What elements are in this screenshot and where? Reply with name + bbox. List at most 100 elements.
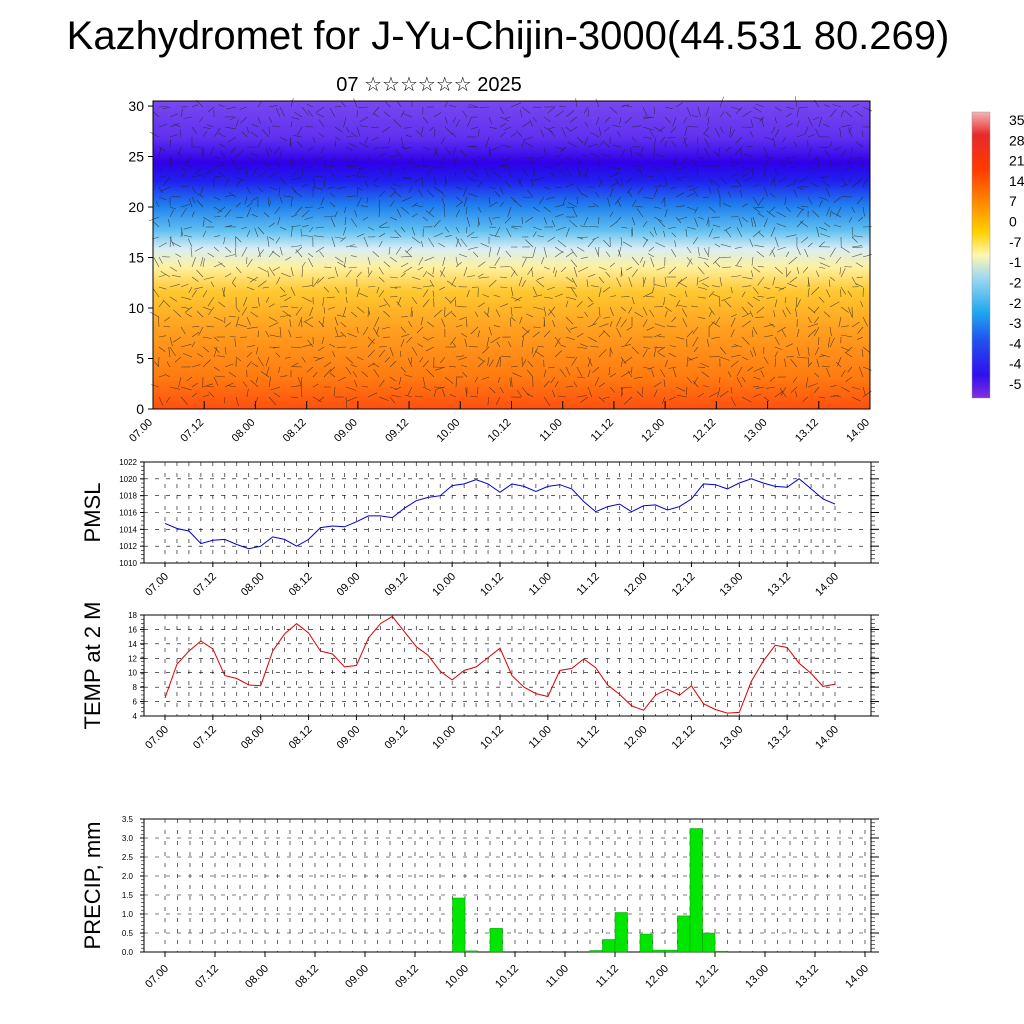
wind-barb <box>692 236 699 245</box>
wind-barb <box>543 396 551 407</box>
wind-barb <box>224 254 236 258</box>
wind-barb <box>862 179 867 188</box>
wind-barb <box>664 116 672 124</box>
wind-barb <box>389 276 398 279</box>
wind-barb <box>576 156 582 166</box>
wind-barb <box>602 396 611 399</box>
wind-barb <box>845 166 853 170</box>
y-tick-label: 5 <box>136 351 144 367</box>
wind-barb <box>807 196 813 205</box>
wind-barb <box>385 101 391 108</box>
wind-barb <box>343 226 347 236</box>
wind-barb <box>455 377 458 388</box>
wind-barb <box>573 381 578 388</box>
wind-barb <box>282 310 292 318</box>
wind-barb <box>202 336 212 339</box>
x-tick-label: 12.00 <box>622 571 650 599</box>
wind-barb <box>433 366 444 368</box>
wind-barb <box>301 261 306 268</box>
x-tick-label: 13.12 <box>765 571 793 599</box>
wind-barb <box>154 361 160 368</box>
wind-barb <box>166 361 171 368</box>
wind-barb <box>598 287 602 298</box>
wind-barb <box>483 311 490 318</box>
wind-barb <box>257 226 265 235</box>
wind-barb <box>749 130 754 138</box>
wind-barb <box>435 366 446 371</box>
wind-barb <box>527 189 534 198</box>
wind-barb <box>334 136 341 141</box>
colorbar-label: 21 <box>1009 153 1024 169</box>
wind-barb <box>433 309 443 318</box>
wind-barb <box>840 176 847 186</box>
wind-barb <box>439 286 446 291</box>
wind-barb <box>361 386 369 388</box>
wind-barb <box>686 358 688 368</box>
wind-barb <box>466 226 468 234</box>
wind-barb <box>189 198 193 208</box>
wind-barb <box>232 276 237 283</box>
wind-barb <box>815 128 820 138</box>
wind-barb <box>250 196 259 202</box>
wind-barb <box>620 344 631 348</box>
wind-barb <box>668 352 677 358</box>
wind-barb <box>257 266 267 272</box>
wind-barb <box>281 272 292 278</box>
wind-barb <box>356 126 361 137</box>
wind-barb <box>720 256 732 259</box>
wind-barb <box>785 251 790 258</box>
wind-barb <box>862 206 865 217</box>
wind-barb <box>169 157 172 168</box>
wind-barb <box>770 226 776 237</box>
wind-barb <box>766 296 776 299</box>
wind-barb <box>851 206 856 213</box>
wind-barb <box>851 103 860 108</box>
wind-barb <box>444 310 453 318</box>
wind-barb <box>180 306 190 309</box>
wind-barb <box>158 186 163 194</box>
wind-barb <box>753 244 765 248</box>
wind-barb <box>565 166 572 177</box>
wind-barb <box>452 116 457 123</box>
wind-barb <box>207 252 215 258</box>
wind-barb <box>758 231 765 238</box>
wind-barb <box>653 346 657 358</box>
wind-barb <box>760 370 765 378</box>
wind-barb <box>829 141 833 148</box>
wind-barb <box>424 256 435 262</box>
wind-barb <box>488 246 492 258</box>
wind-barb <box>255 376 259 384</box>
wind-barb <box>779 387 787 398</box>
wind-barb <box>769 176 776 186</box>
wind-barb <box>491 216 501 219</box>
wind-barb <box>828 279 831 288</box>
wind-barb <box>816 226 820 238</box>
wind-barb <box>444 376 454 384</box>
wind-barb <box>444 116 448 124</box>
wind-barb <box>510 296 521 301</box>
wind-barb <box>326 296 336 299</box>
wind-barb <box>378 266 384 275</box>
wind-barb <box>548 309 556 318</box>
wind-barb <box>698 276 710 282</box>
wind-barb <box>334 256 344 263</box>
wind-barb <box>202 230 207 238</box>
wind-barb <box>609 106 618 115</box>
wind-barb <box>659 136 666 143</box>
wind-barb <box>840 110 845 118</box>
wind-barb <box>521 166 528 177</box>
wind-barb <box>389 186 396 191</box>
wind-barb <box>804 126 809 134</box>
wind-barb <box>796 356 807 359</box>
x-tick-label: 09.12 <box>393 963 421 991</box>
wind-barb <box>845 346 853 354</box>
wind-barb <box>686 386 688 395</box>
wind-barb <box>774 129 780 138</box>
wind-barb <box>318 396 325 402</box>
wind-barb <box>356 167 361 178</box>
wind-barb <box>774 351 778 358</box>
wind-barb <box>468 104 479 108</box>
wind-barb <box>206 124 215 128</box>
wind-barb <box>730 360 739 368</box>
wind-barb <box>774 116 777 124</box>
